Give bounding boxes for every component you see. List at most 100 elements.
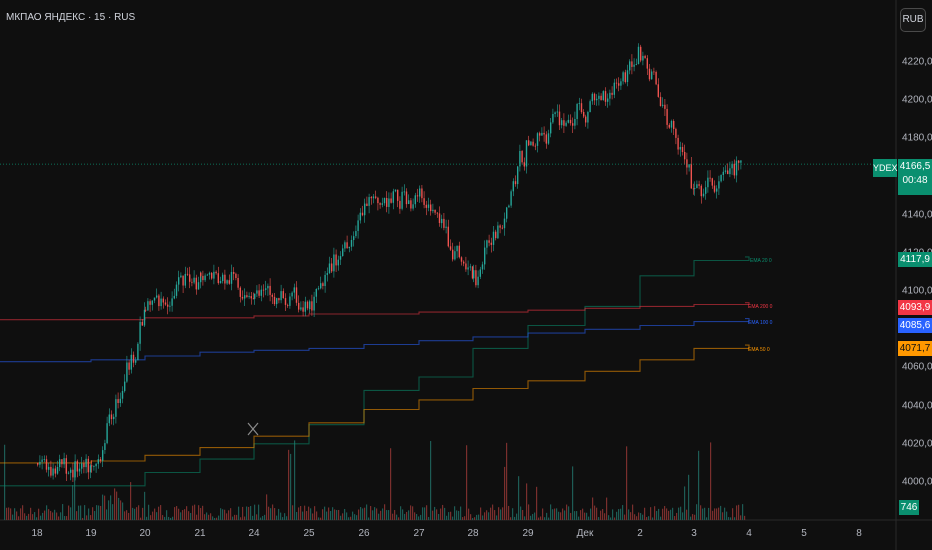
volume-bar <box>16 511 18 520</box>
candle <box>629 61 631 71</box>
volume-bar <box>690 516 692 520</box>
candle <box>604 91 607 102</box>
candle <box>449 246 452 250</box>
candle <box>128 362 130 370</box>
volume-bar <box>76 511 78 520</box>
candle <box>222 274 224 281</box>
candle <box>226 280 228 284</box>
volume-bar <box>604 513 606 520</box>
volume-bar <box>284 513 286 520</box>
volume-bar <box>674 516 676 520</box>
candle <box>694 188 696 189</box>
candle <box>618 83 620 86</box>
volume-bar <box>226 513 228 520</box>
ema-20-label: EMA 20 0 <box>750 258 772 264</box>
volume-bar <box>512 508 514 520</box>
candle <box>269 285 271 295</box>
candle <box>681 147 684 152</box>
volume-bar <box>496 515 498 520</box>
last-price-value: 4166,5 <box>899 161 931 172</box>
candle <box>558 111 561 126</box>
volume-bar <box>474 517 476 520</box>
price-tick-label: 4060,0 <box>902 361 932 373</box>
ema-20-line <box>0 256 750 487</box>
volume-bar <box>640 513 642 520</box>
volume-bar <box>368 517 370 520</box>
volume-bar <box>718 507 720 520</box>
volume-bar <box>396 514 398 520</box>
candle <box>724 170 727 172</box>
candle <box>126 362 128 382</box>
volume-bar <box>168 516 170 520</box>
volume-bar <box>62 504 64 520</box>
candle <box>260 289 262 296</box>
volume-bar <box>518 476 520 520</box>
volume-bar <box>90 515 92 520</box>
candle <box>705 187 707 194</box>
volume-bar <box>116 491 118 520</box>
volume-bar <box>184 509 186 520</box>
volume-bar <box>152 511 154 520</box>
candle <box>250 296 252 299</box>
volume-bar <box>276 515 278 520</box>
currency-button[interactable]: RUB <box>900 8 926 32</box>
candle <box>339 256 342 260</box>
volume-bar <box>92 507 94 520</box>
volume-bar <box>738 504 740 520</box>
volume-bar <box>134 508 136 520</box>
volume-bar <box>374 507 376 520</box>
volume-bar <box>142 507 144 520</box>
volume-bar <box>612 509 614 520</box>
volume-bar <box>48 509 50 520</box>
candle <box>532 141 534 146</box>
candle <box>622 72 624 82</box>
candle <box>556 111 558 113</box>
volume-bar <box>692 514 694 520</box>
candle <box>208 272 211 275</box>
volume-bar <box>562 508 564 520</box>
volume-bar <box>554 508 556 520</box>
volume-bar <box>644 507 646 520</box>
candle <box>580 103 583 113</box>
candle <box>405 191 408 205</box>
volume-bar <box>638 512 640 520</box>
ema-100-price-tag: 4085,6 <box>898 318 932 333</box>
volume-bar <box>742 504 744 520</box>
candle <box>525 140 528 167</box>
bar-countdown: 00:48 <box>902 175 928 186</box>
candle <box>59 459 61 467</box>
volume-bar <box>102 494 104 520</box>
candle <box>108 414 110 424</box>
candle <box>657 84 659 97</box>
volume-bar <box>146 516 148 520</box>
candle <box>664 104 666 109</box>
candle <box>668 124 670 128</box>
volume-bar <box>14 508 16 520</box>
volume-bar <box>36 517 38 520</box>
candle <box>716 188 718 192</box>
volume-bar <box>34 512 36 520</box>
candle <box>447 226 449 247</box>
volume-bar <box>20 508 22 520</box>
volume-bar <box>252 515 254 520</box>
candle <box>552 114 554 123</box>
time-tick-label: 24 <box>248 528 260 539</box>
volume-bar <box>224 509 226 520</box>
volume-bar <box>112 504 114 520</box>
volume-bar <box>172 516 174 520</box>
candle <box>289 296 291 306</box>
volume-bar <box>610 517 612 520</box>
volume-bar <box>404 513 406 520</box>
volume-bar <box>310 508 312 520</box>
volume-bar <box>662 508 664 520</box>
candle <box>235 273 237 278</box>
volume-bar <box>452 516 454 520</box>
volume-bar <box>78 505 80 520</box>
volume-bar <box>590 508 592 520</box>
volume-bar <box>698 450 700 520</box>
volume-bar <box>500 509 502 520</box>
volume-bar <box>154 508 156 520</box>
candle <box>124 381 126 392</box>
volume-bar <box>580 510 582 520</box>
